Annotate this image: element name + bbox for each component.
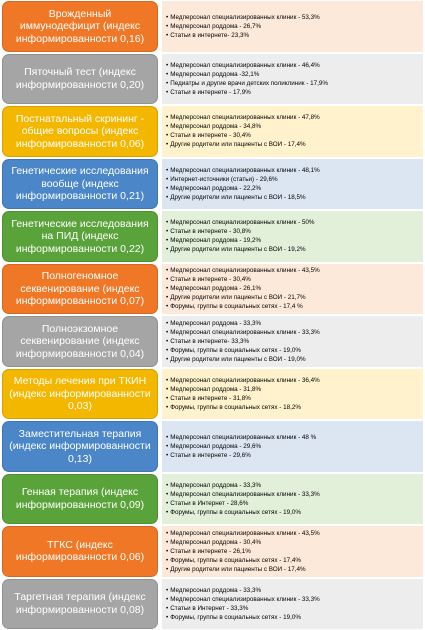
topic-label: ТГКС (индекс информированности 0,06): [2, 526, 158, 577]
source-item: Статьи в Интернет - 33,3%: [166, 604, 419, 613]
topic-row: Методы лечения при ТКИН (индекс информир…: [2, 368, 423, 419]
source-panel: Медперсонал специализированных клиник - …: [162, 158, 423, 209]
source-item: Медперсонал роддома - 26,7%: [166, 22, 419, 31]
source-item: Форумы, группы в социальных сетях - 19,0…: [166, 508, 419, 517]
topic-row: Полногеномное секвенирование (индекс инф…: [2, 263, 423, 314]
source-item: Статьи в интернете - 31,8%: [166, 394, 419, 403]
source-item: Медперсонал роддома - 33,3%: [166, 586, 419, 595]
source-item: Статьи в интернете - 30,4%: [166, 275, 419, 284]
source-item: Форумы, группы в социальных сетях - 17,4…: [166, 302, 419, 311]
source-item: Медперсонал специализированных клиник - …: [166, 376, 419, 385]
source-item: Форумы, группы в социальных сетях - 17,4…: [166, 556, 419, 565]
topic-label: Генетические исследования вообще (индекс…: [2, 158, 158, 209]
source-item: Статьи в интернете - 17,9%: [166, 88, 419, 97]
topic-label: Генетические исследования на ПИД (индекс…: [2, 211, 158, 262]
source-item: Медперсонал роддома -32,1%: [166, 70, 419, 79]
topic-row: Заместительная терапия (индекс информиро…: [2, 421, 423, 472]
topic-row: Генетические исследования вообще (индекс…: [2, 158, 423, 209]
source-item: Другие родители или пациенты с ВОИ - 17,…: [166, 565, 419, 574]
source-item: Медперсонал специализированных клиник - …: [166, 529, 419, 538]
topic-label: Генная терапия (индекс информированности…: [2, 473, 158, 524]
source-panel: Медперсонал роддома - 33,3%Медперсонал с…: [162, 473, 423, 524]
topic-row: Таргетная терапия (индекс информированно…: [2, 578, 423, 629]
topic-row: Полноэкзомное секвенирование (индекс инф…: [2, 316, 423, 367]
source-item: Медперсонал специализированных клиник - …: [166, 433, 419, 442]
source-item: Медперсонал специализированных клиник - …: [166, 595, 419, 604]
source-item: Медперсонал специализированных клиник - …: [166, 13, 419, 22]
source-item: Статьи в интернете - 26,1%: [166, 547, 419, 556]
source-item: Другие родители или пациенты с ВОИ - 19,…: [166, 245, 419, 254]
source-item: Форумы, группы в социальных сетях - 18,2…: [166, 403, 419, 412]
source-item: Другие родители или пациенты с ВОИ - 19,…: [166, 355, 419, 364]
source-item: Медперсонал специализированных клиник - …: [166, 166, 419, 175]
source-item: Медперсонал роддома - 33,3%: [166, 319, 419, 328]
source-item: Медперсонал специализированных клиник - …: [166, 218, 419, 227]
source-item: Медперсонал роддома - 33,3%: [166, 481, 419, 490]
source-item: Медперсонал специализированных клиник - …: [166, 266, 419, 275]
source-item: Статьи в интернете- 33,3%: [166, 337, 419, 346]
source-panel: Медперсонал специализированных клиник - …: [162, 1, 423, 52]
topic-label: Врожденный иммунодефицит (индекс информи…: [2, 1, 158, 52]
source-item: Другие родители или пациенты с ВОИ - 18,…: [166, 193, 419, 202]
source-item: Форумы, группы в социальных сетях - 19,0…: [166, 346, 419, 355]
source-item: Медперсонал роддома - 30,4%: [166, 538, 419, 547]
source-panel: Медперсонал роддома - 33,3%Медперсонал с…: [162, 578, 423, 629]
source-item: Медперсонал роддома - 31,8%: [166, 385, 419, 394]
topic-label: Полноэкзомное секвенирование (индекс инф…: [2, 316, 158, 367]
source-panel: Медперсонал специализированных клиник - …: [162, 211, 423, 262]
topic-label: Постнатальный скрининг - общие вопросы (…: [2, 106, 158, 157]
topic-label: Методы лечения при ТКИН (индекс информир…: [2, 368, 158, 419]
topic-row: ТГКС (индекс информированности 0,06) Медп…: [2, 526, 423, 577]
source-item: Другие родители или пациенты с ВОИ - 21,…: [166, 293, 419, 302]
source-panel: Медперсонал специализированных клиник - …: [162, 368, 423, 419]
source-item: Медперсонал роддома - 26,1%: [166, 284, 419, 293]
source-item: Медперсонал роддома - 22,2%: [166, 184, 419, 193]
source-item: Медперсонал специализированных клиник - …: [166, 328, 419, 337]
source-item: Форумы, группы в социальных сетях - 19,0…: [166, 613, 419, 622]
source-panel: Медперсонал специализированных клиник - …: [162, 53, 423, 104]
source-item: Медперсонал роддома - 34,8%: [166, 122, 419, 131]
topic-row: Пяточный тест (индекс информированности …: [2, 53, 423, 104]
source-panel: Медперсонал специализированных клиник - …: [162, 106, 423, 157]
topic-row: Генная терапия (индекс информированности…: [2, 473, 423, 524]
topic-label: Полногеномное секвенирование (индекс инф…: [2, 263, 158, 314]
source-item: Статьи в интернете - 29,6%: [166, 451, 419, 460]
topic-row: Врожденный иммунодефицит (индекс информи…: [2, 1, 423, 52]
source-panel: Медперсонал специализированных клиник - …: [162, 526, 423, 577]
source-item: Статьи в интернете- 23,3%: [166, 31, 419, 40]
source-item: Статьи в интернете - 30,4%: [166, 131, 419, 140]
source-item: Медперсонал роддома - 29,6%: [166, 442, 419, 451]
source-panel: Медперсонал специализированных клиник - …: [162, 263, 423, 314]
topic-label: Таргетная терапия (индекс информированно…: [2, 578, 158, 629]
source-panel: Медперсонал специализированных клиник - …: [162, 421, 423, 472]
source-item: Медперсонал роддома - 19,2%: [166, 236, 419, 245]
source-item: Статьи в Интернет - 28,6%: [166, 499, 419, 508]
source-item: Медперсонал специализированных клиник - …: [166, 490, 419, 499]
topic-row: Постнатальный скрининг - общие вопросы (…: [2, 106, 423, 157]
topic-label: Пяточный тест (индекс информированности …: [2, 53, 158, 104]
source-item: Медперсонал специализированных клиник - …: [166, 61, 419, 70]
source-item: Педиатры и другие врачи детских поликлин…: [166, 79, 419, 88]
source-panel: Медперсонал роддома - 33,3%Медперсонал с…: [162, 316, 423, 367]
source-item: Другие родители или пациенты с ВОИ - 17,…: [166, 140, 419, 149]
source-item: Статьи в интернете - 30,8%: [166, 227, 419, 236]
topic-row: Генетические исследования на ПИД (индекс…: [2, 211, 423, 262]
topic-label: Заместительная терапия (индекс информиро…: [2, 421, 158, 472]
source-item: Интернет-источники (статьи) - 29,6%: [166, 175, 419, 184]
source-item: Медперсонал специализированных клиник - …: [166, 113, 419, 122]
